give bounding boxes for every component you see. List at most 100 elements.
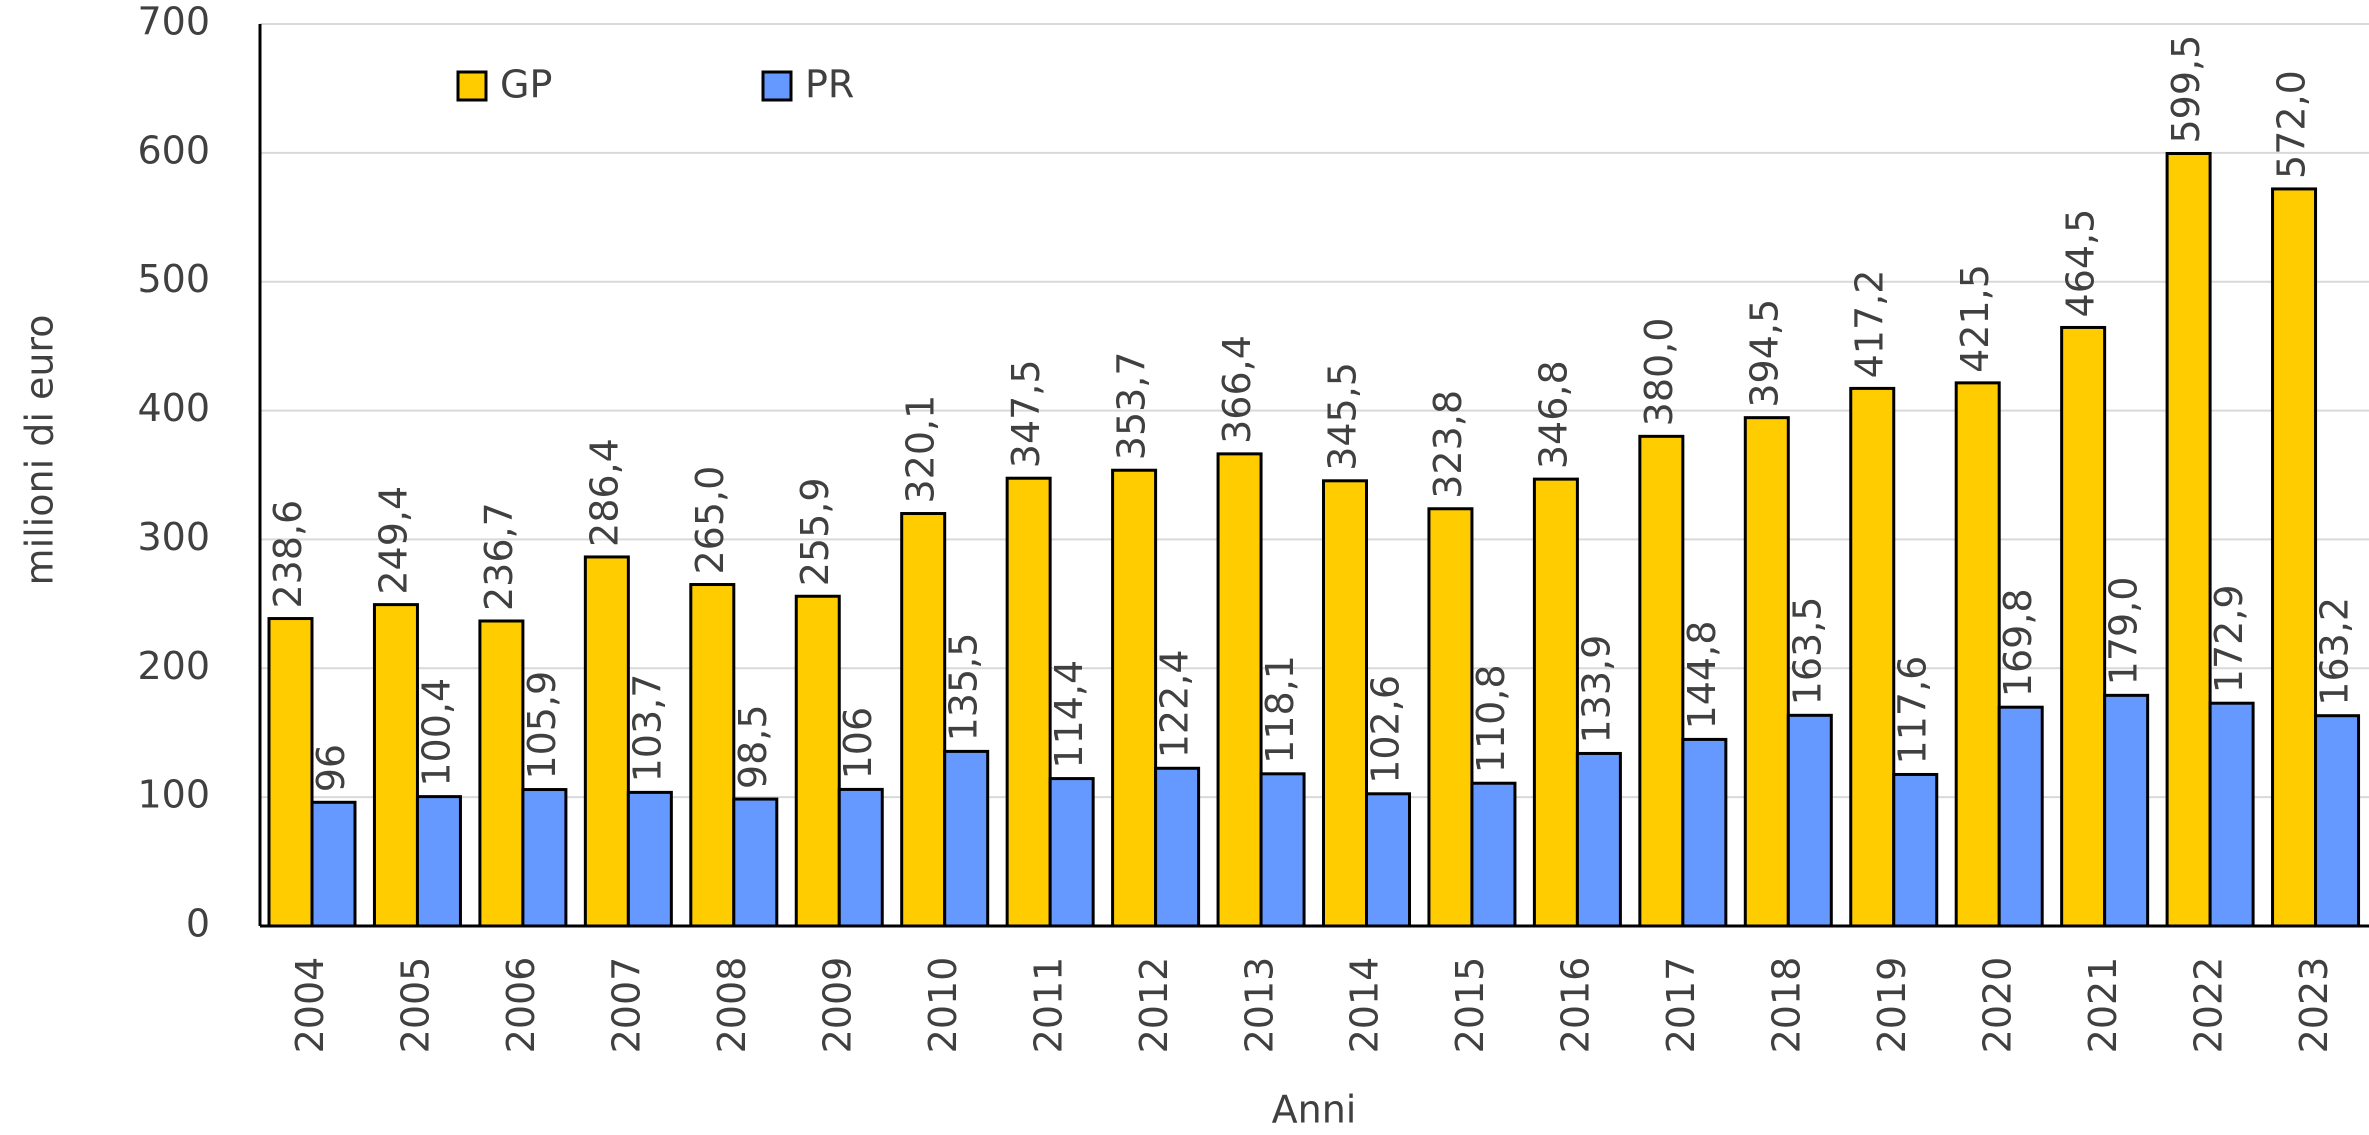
bar [478,619,525,928]
bar [1786,713,1833,928]
data-label: 102,6 [1364,675,1408,784]
data-label: 286,4 [582,438,626,547]
x-tick-label: 2018 [1765,957,1809,1054]
bar [732,797,779,928]
data-label: 106 [836,707,880,780]
data-label: 265,0 [688,466,732,575]
bar [2314,714,2361,928]
legend-label: GP [500,63,552,107]
data-label: 347,5 [1004,359,1048,468]
bar [1154,766,1201,928]
data-label: 114,4 [1047,660,1091,769]
bar [900,512,947,928]
bar [1111,468,1158,928]
bar [2060,325,2107,928]
x-tick-label: 2021 [2081,957,2125,1054]
bar [1048,777,1095,928]
bar [943,749,990,928]
bar [2165,152,2212,928]
data-label: 133,9 [1574,635,1618,744]
x-tick-label: 2008 [710,957,754,1054]
bar [1849,386,1896,928]
x-tick-label: 2016 [1554,957,1598,1054]
y-tick-label: 400 [137,386,210,430]
y-tick-label: 0 [186,902,210,946]
bar [583,555,630,928]
data-label: 96 [309,744,353,792]
data-label: 163,5 [1785,597,1829,706]
data-label: 572,0 [2270,70,2314,179]
bar [521,788,568,928]
x-tick-label: 2023 [2292,957,2336,1054]
x-tick-label: 2010 [921,957,965,1054]
bar [1427,507,1474,928]
data-label: 172,9 [2207,584,2251,693]
data-label: 323,8 [1426,390,1470,499]
data-label: 353,7 [1110,351,1154,460]
x-tick-label: 2017 [1659,957,1703,1054]
bar [1322,479,1368,928]
y-axis-label: milioni di euro [18,315,62,586]
x-tick-label: 2006 [499,957,543,1054]
y-tick-label: 300 [137,515,210,559]
y-tick-label: 200 [137,644,210,688]
data-label: 105,9 [520,671,564,780]
data-label: 464,5 [2059,209,2103,318]
bar [1892,772,1939,928]
x-tick-label: 2014 [1343,957,1387,1054]
data-label: 100,4 [414,678,458,787]
x-tick-label: 2012 [1132,957,1176,1054]
data-label: 345,5 [1321,362,1365,471]
data-label: 98,5 [731,704,775,789]
legend-label: PR [805,63,854,107]
data-label: 394,5 [1742,299,1786,408]
bar [1997,705,2044,928]
x-axis-label: Anni [1272,1088,1357,1132]
data-label: 122,4 [1153,649,1197,758]
bar [2103,693,2150,928]
x-tick-label: 2004 [288,957,332,1054]
bar [1470,781,1517,928]
bar [2208,701,2255,928]
data-label: 163,2 [2313,597,2357,706]
bar [689,583,736,928]
data-label: 144,8 [1680,621,1724,730]
bar [1365,792,1411,928]
data-label: 346,8 [1531,360,1575,469]
y-tick-label: 700 [137,0,210,44]
bar [1532,477,1579,928]
data-label: 421,5 [1953,264,1997,373]
legend-swatch [456,70,488,102]
legend-swatch [761,70,793,102]
x-tick-label: 2015 [1448,957,1492,1054]
x-tick-label: 2022 [2186,957,2230,1054]
data-label: 380,0 [1637,318,1681,427]
data-label: 103,7 [625,674,669,783]
data-label: 599,5 [2164,35,2208,144]
bar [310,800,357,928]
data-label: 117,6 [1891,656,1935,765]
bar [1216,452,1263,928]
data-label: 179,0 [2102,577,2146,686]
data-label: 110,8 [1469,664,1513,773]
x-tick-label: 2007 [605,957,649,1054]
bar [1681,737,1728,928]
bar [1575,751,1622,928]
x-tick-label: 2013 [1237,957,1281,1054]
bar [2271,187,2318,928]
data-label: 238,6 [266,500,310,609]
x-tick-label: 2005 [394,957,438,1054]
bar [837,787,884,928]
bar [1259,772,1306,928]
y-tick-label: 600 [137,128,210,172]
data-label: 366,4 [1215,335,1259,444]
data-label: 417,2 [1848,270,1892,379]
bar [626,790,673,928]
data-label: 320,1 [899,395,943,504]
data-label: 255,9 [793,477,837,586]
bar [1954,381,2001,928]
data-label: 249,4 [371,486,415,595]
bar [1743,416,1790,928]
x-tick-label: 2019 [1870,957,1914,1054]
